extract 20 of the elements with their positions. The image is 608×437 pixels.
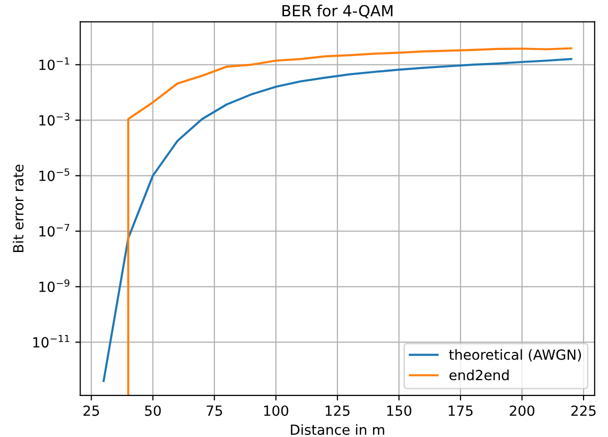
legend-label: theoretical (AWGN) [449,349,581,362]
y-tick-label: 10$^{−3}$ [39,112,70,126]
x-tick-label: 75 [206,406,222,416]
chart-title: BER for 4-QAM [282,4,392,18]
x-tick-label: 200 [510,405,534,416]
x-tick-label: 125 [326,405,350,416]
y-tick-label: 10$^{−11}$ [33,334,70,348]
x-tick-label: 100 [264,405,288,416]
x-tick-label: 175 [448,406,473,416]
y-tick-label: 10$^{−1}$ [39,57,70,70]
x-tick-label: 150 [387,405,412,416]
x-tick-label: 25 [84,405,99,416]
x-axis-title: Distance in m [290,424,384,435]
x-tick-label: 50 [145,405,161,416]
y-tick-label: 10$^{−7}$ [39,224,70,237]
y-tick-label: 10$^{−5}$ [39,168,70,182]
y-axis-title: Bit error rate [12,164,24,252]
x-tick-label: 225 [571,405,596,416]
y-tick-label: 10$^{−9}$ [39,279,70,292]
legend-label: end2end [449,370,509,380]
